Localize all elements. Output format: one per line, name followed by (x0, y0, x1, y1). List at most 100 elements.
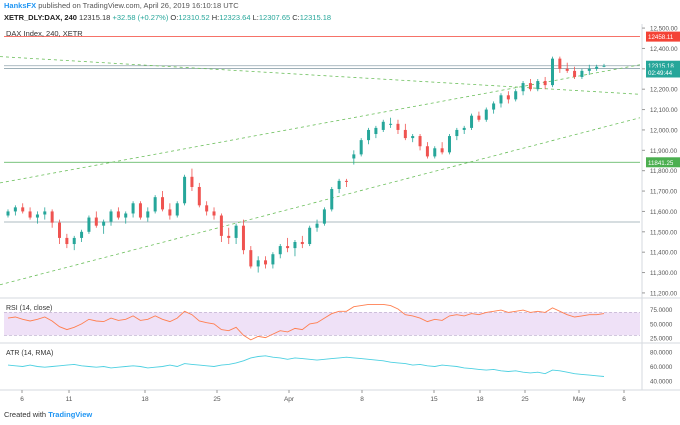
candle-body[interactable] (543, 81, 547, 86)
candle-body[interactable] (131, 203, 135, 214)
candle-body[interactable] (234, 225, 238, 238)
candle-body[interactable] (536, 81, 540, 90)
candle-body[interactable] (153, 197, 157, 212)
candle-body[interactable] (418, 136, 422, 147)
candle-body[interactable] (506, 95, 510, 100)
trend-line[interactable] (0, 117, 641, 286)
high-value: 12323.64 (219, 13, 251, 22)
rsi-line[interactable] (7, 303, 605, 341)
candle-body[interactable] (492, 103, 496, 110)
last-price: 12315.18 (79, 13, 111, 22)
candle-body[interactable] (595, 66, 599, 69)
candle-body[interactable] (315, 223, 319, 228)
candle-body[interactable] (587, 68, 591, 71)
candle-body[interactable] (381, 121, 385, 130)
candle-body[interactable] (264, 260, 268, 265)
tradingview-logo-text[interactable]: TradingView (48, 410, 93, 419)
candle-body[interactable] (109, 211, 113, 222)
y-tick-label: 11,900.00 (650, 148, 678, 155)
close-label: C: (292, 13, 300, 22)
candle-body[interactable] (87, 217, 91, 232)
candle-body[interactable] (484, 109, 488, 120)
candle-body[interactable] (367, 129, 371, 141)
atr-line[interactable] (7, 355, 605, 377)
candle-body[interactable] (241, 225, 245, 251)
candle-body[interactable] (580, 70, 584, 77)
x-tick-label: Apr (284, 396, 295, 403)
candle-body[interactable] (21, 207, 25, 212)
candle-body[interactable] (403, 129, 407, 139)
candle-body[interactable] (374, 127, 378, 135)
candle-body[interactable] (175, 203, 179, 216)
candle-body[interactable] (278, 246, 282, 255)
candle-body[interactable] (344, 180, 348, 182)
candle-body[interactable] (138, 203, 142, 218)
candle-body[interactable] (293, 241, 297, 249)
candle-body[interactable] (514, 91, 518, 100)
low-label: L: (252, 13, 259, 22)
candle-body[interactable] (573, 70, 577, 77)
candle-body[interactable] (249, 250, 253, 267)
candle-body[interactable] (65, 237, 69, 245)
x-tick-label: 18 (476, 396, 484, 403)
rsi-tick-label: 50.0000 (650, 321, 673, 328)
candle-body[interactable] (352, 154, 356, 159)
candle-body[interactable] (565, 68, 569, 71)
candle-body[interactable] (308, 227, 312, 245)
trend-line[interactable] (0, 64, 641, 184)
candle-body[interactable] (396, 123, 400, 130)
candle-body[interactable] (447, 136, 451, 153)
candle-body[interactable] (13, 207, 17, 212)
candle-body[interactable] (286, 246, 290, 249)
candle-body[interactable] (116, 211, 120, 218)
candle-body[interactable] (161, 197, 165, 210)
candle-body[interactable] (6, 211, 10, 216)
candle-body[interactable] (359, 140, 363, 155)
open-label: O: (170, 13, 179, 22)
author-link[interactable]: HanksFX (4, 1, 37, 10)
candle-body[interactable] (330, 189, 334, 210)
candle-body[interactable] (35, 214, 39, 218)
candle-body[interactable] (219, 215, 223, 236)
candle-body[interactable] (322, 209, 326, 224)
candle-body[interactable] (72, 237, 76, 245)
candle-body[interactable] (550, 58, 554, 86)
candle-body[interactable] (102, 221, 106, 226)
candle-body[interactable] (43, 211, 47, 215)
candle-body[interactable] (28, 211, 32, 218)
candle-body[interactable] (521, 83, 525, 92)
candle-body[interactable] (558, 58, 562, 69)
candle-body[interactable] (183, 176, 187, 204)
candle-body[interactable] (146, 211, 150, 218)
candle-body[interactable] (337, 180, 341, 190)
candle-body[interactable] (477, 115, 481, 120)
trend-line[interactable] (0, 56, 641, 95)
candle-body[interactable] (58, 222, 62, 238)
candle-body[interactable] (256, 260, 260, 267)
candle-body[interactable] (602, 65, 606, 67)
candle-body[interactable] (197, 186, 201, 206)
candle-body[interactable] (50, 211, 54, 223)
candle-body[interactable] (300, 241, 304, 245)
candle-body[interactable] (212, 211, 216, 216)
price-label: 11841.25 (648, 160, 674, 167)
candle-body[interactable] (433, 148, 437, 157)
candle-body[interactable] (124, 213, 128, 218)
candle-body[interactable] (462, 127, 466, 130)
candle-body[interactable] (205, 205, 209, 212)
candle-body[interactable] (455, 129, 459, 137)
candle-body[interactable] (440, 148, 444, 153)
candle-body[interactable] (425, 146, 429, 157)
candle-body[interactable] (499, 95, 503, 104)
candle-body[interactable] (94, 217, 98, 226)
candle-body[interactable] (528, 83, 532, 90)
candle-body[interactable] (389, 123, 393, 125)
candle-body[interactable] (168, 209, 172, 216)
candle-body[interactable] (80, 231, 84, 238)
candle-body[interactable] (227, 235, 231, 238)
candle-body[interactable] (411, 136, 415, 139)
candle-body[interactable] (190, 176, 194, 187)
candle-body[interactable] (470, 115, 474, 128)
candle-body[interactable] (271, 254, 275, 265)
